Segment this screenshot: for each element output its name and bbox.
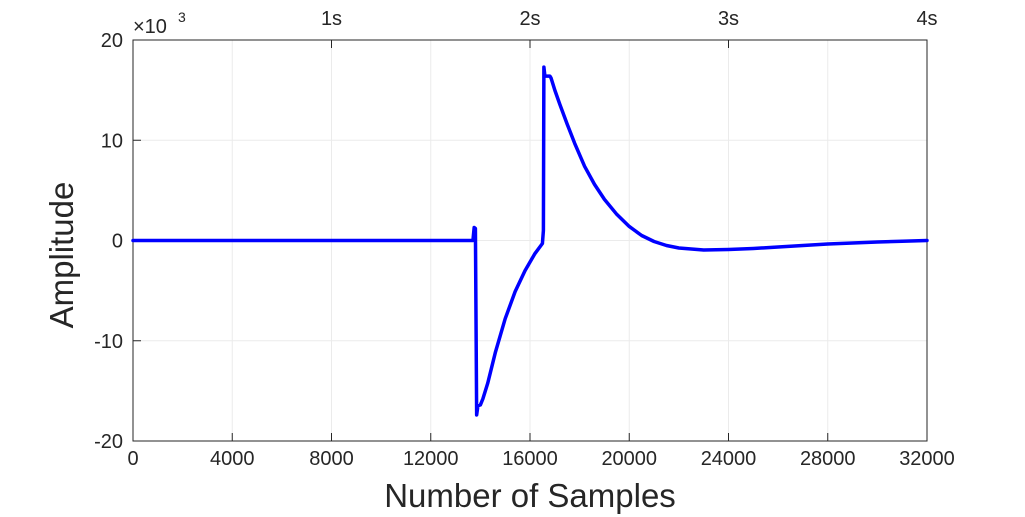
y-axis-title: Amplitude — [43, 182, 80, 329]
x-tick-label: 0 — [127, 448, 138, 470]
x-tick-label: 8000 — [309, 448, 354, 470]
y-tick-label: -10 — [94, 331, 123, 353]
y-tick-label: 20 — [101, 30, 123, 52]
x-tick-label: 16000 — [502, 448, 558, 470]
x-tick-label: 4000 — [210, 448, 255, 470]
y-tick-label: -20 — [94, 431, 123, 453]
x-axis-title: Number of Samples — [384, 477, 676, 514]
axis-ticks: 0 4000 8000 12000 16000 20000 24000 28000 32000 -… — [94, 8, 955, 470]
x-tick-label: 12000 — [403, 448, 459, 470]
y-exponent-power: 3 — [178, 9, 186, 25]
y-tick-label: 0 — [112, 231, 123, 253]
top-tick-label: 2s — [519, 8, 540, 30]
top-tick-label: 1s — [321, 8, 342, 30]
x-tick-label: 24000 — [701, 448, 757, 470]
y-tick-label: 10 — [101, 130, 123, 152]
x-tick-label: 28000 — [800, 448, 856, 470]
y-exponent-label: ×10 — [133, 16, 167, 38]
x-tick-label: 20000 — [601, 448, 657, 470]
x-tick-label: 32000 — [899, 448, 955, 470]
top-tick-label: 4s — [916, 8, 937, 30]
series-line — [131, 65, 929, 417]
top-tick-label: 3s — [718, 8, 739, 30]
